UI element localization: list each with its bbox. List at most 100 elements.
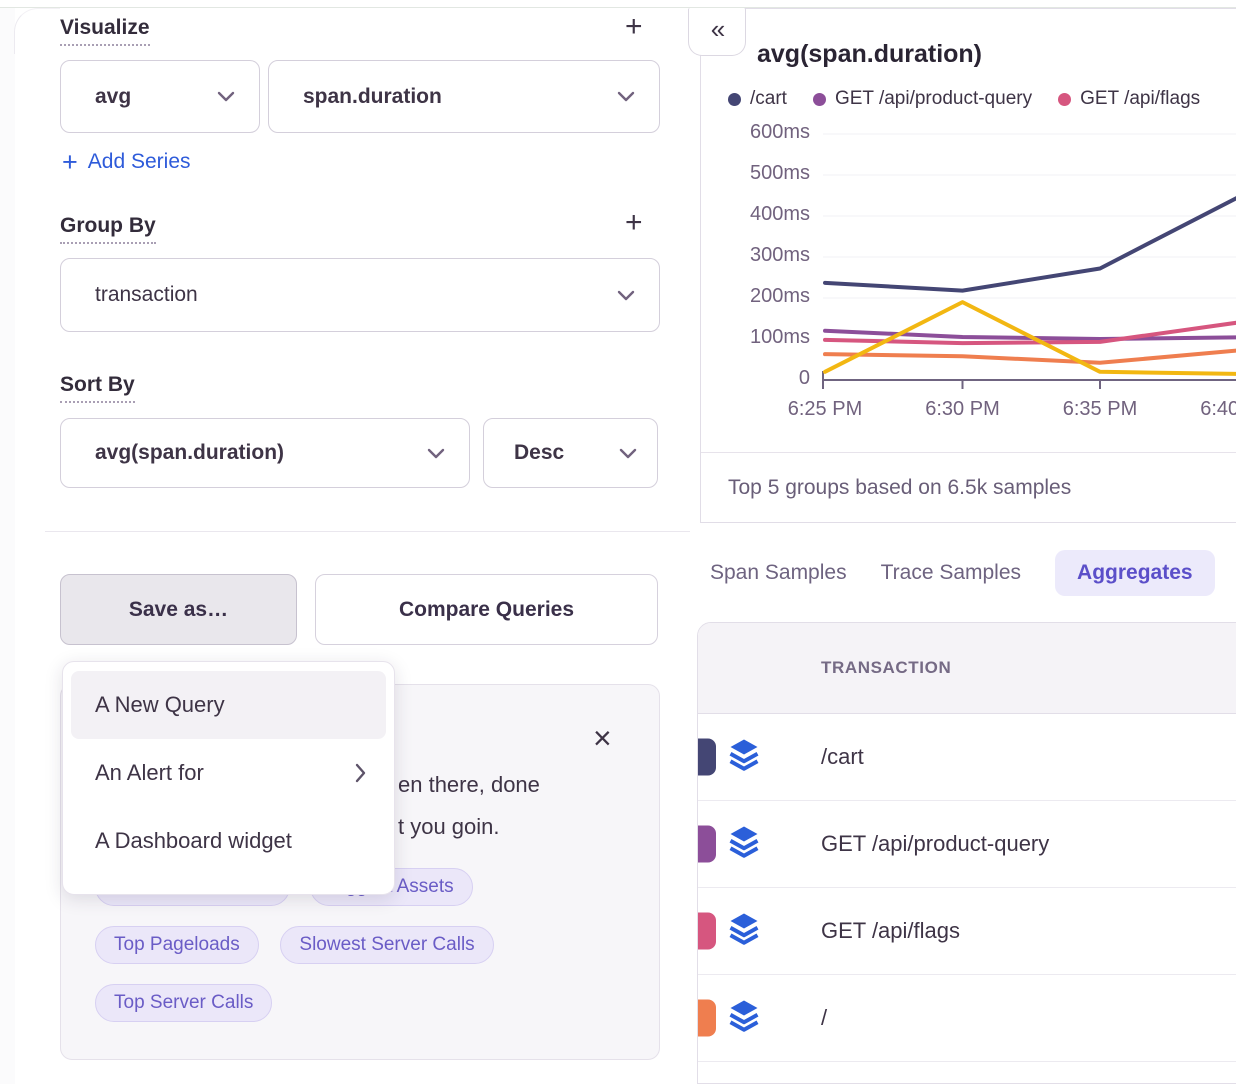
save-as-button[interactable]: Save as… — [60, 574, 297, 645]
y-axis-tick-label: 200ms — [749, 285, 810, 307]
tab-span-samples[interactable]: Span Samples — [710, 561, 847, 584]
chart-series-line — [823, 320, 1236, 346]
table-row[interactable]: GET /api/flags — [698, 888, 1236, 975]
chevrons-left-icon: « — [710, 14, 726, 44]
aggregates-table: TRANSACTION /cart GET /api/product-query G… — [697, 622, 1236, 1084]
plus-icon: + — [62, 147, 78, 177]
y-axis-tick-label: 300ms — [749, 244, 810, 266]
add-series-label: Add Series — [87, 150, 191, 173]
left-gutter — [0, 8, 15, 1084]
table-row[interactable]: / — [698, 975, 1236, 1062]
transaction-column-header: TRANSACTION — [821, 658, 952, 677]
transaction-cell: / — [821, 1005, 828, 1030]
transaction-cell: /cart — [821, 744, 864, 769]
sort-by-heading: Sort By — [60, 373, 135, 403]
section-divider — [45, 531, 690, 532]
table-body: /cart GET /api/product-query GET /api/flag… — [698, 714, 1236, 1083]
chevron-down-icon — [427, 448, 445, 459]
save-menu-item[interactable]: A Dashboard widget — [71, 807, 386, 875]
compare-queries-button[interactable]: Compare Queries — [315, 574, 658, 645]
layers-icon — [726, 912, 762, 951]
y-axis-tick-label: 500ms — [749, 162, 810, 184]
legend-item[interactable]: GET /api/flags — [1058, 88, 1200, 110]
suggested-query-chip[interactable]: Top Server Calls — [95, 984, 273, 1022]
tab-trace-samples[interactable]: Trace Samples — [880, 561, 1022, 584]
add-series-button[interactable]: + Add Series — [62, 147, 191, 177]
chart-series-line — [823, 328, 1236, 341]
legend-label: GET /api/product-query — [834, 88, 1033, 109]
legend-label: GET /api/flags — [1080, 88, 1201, 109]
chevron-down-icon — [617, 91, 635, 102]
suggested-query-chip[interactable]: Top Pageloads — [95, 926, 259, 964]
y-axis-tick-label: 0 — [798, 367, 810, 389]
results-tabs: Span Samples Trace Samples Aggregates — [710, 548, 1236, 598]
chart-footer-divider — [701, 452, 1236, 453]
x-axis-tick-label: 6:30 PM — [925, 398, 1000, 420]
x-axis-tick-label: 6:35 PM — [1062, 398, 1138, 420]
chart-sample-note: Top 5 groups based on 6.5k samples — [728, 476, 1072, 499]
table-row[interactable]: GET /api/product-query — [698, 801, 1236, 888]
chip-label: Slowest Server Calls — [299, 934, 475, 955]
close-icon[interactable]: × — [593, 720, 612, 756]
layers-icon — [726, 825, 762, 864]
transaction-cell: GET /api/flags — [821, 918, 960, 943]
suggested-query-chip[interactable]: Slowest Server Calls — [280, 926, 494, 964]
table-header-row: TRANSACTION — [698, 623, 1236, 714]
chart-series-line — [823, 196, 1236, 293]
sort-field-select[interactable]: avg(span.duration) — [60, 418, 470, 488]
layers-icon — [726, 738, 762, 777]
chevron-down-icon — [619, 448, 637, 459]
x-axis-tick-label: 6:40 PM — [1200, 398, 1236, 420]
chevron-right-icon — [355, 763, 366, 783]
page-top-border — [0, 7, 1236, 8]
suggested-panel-text: t you goin. — [398, 814, 500, 839]
sort-direction-select[interactable]: Desc — [483, 418, 658, 488]
add-group-by-icon[interactable]: + — [625, 206, 643, 239]
aggregate-select[interactable]: avg — [60, 60, 260, 133]
chart-legend: /cart GET /api/product-query GET /api/flag… — [728, 88, 1236, 110]
group-by-heading: Group By — [60, 214, 156, 244]
y-axis-tick-label: 400ms — [749, 203, 810, 225]
x-axis-tick-label: 6:25 PM — [787, 398, 863, 420]
chevron-down-icon — [617, 290, 635, 301]
series-color-swatch — [698, 912, 716, 950]
chart-series-line — [823, 300, 1236, 376]
chart-card — [700, 8, 1236, 523]
series-color-swatch — [698, 738, 716, 776]
collapse-panel-button[interactable]: « — [688, 8, 746, 56]
panel-rounded-corner — [14, 8, 60, 54]
field-select[interactable]: span.duration — [268, 60, 660, 133]
legend-item[interactable]: GET /api/product-query — [812, 88, 1033, 110]
legend-dot — [728, 92, 741, 106]
series-color-swatch — [698, 999, 716, 1037]
chip-label: Top Pageloads — [114, 934, 240, 955]
sort-field-select-value: avg(span.duration) — [95, 441, 285, 464]
group-by-select[interactable]: transaction — [60, 258, 660, 332]
save-menu-item-label: A New Query — [95, 692, 225, 717]
save-menu-item[interactable]: An Alert for — [71, 739, 386, 807]
legend-dot — [1058, 92, 1072, 106]
save-menu-item-label: A Dashboard widget — [95, 828, 292, 853]
line-chart[interactable] — [690, 100, 1236, 460]
group-by-select-value: transaction — [95, 283, 198, 306]
legend-dot — [812, 92, 826, 106]
add-visualize-icon[interactable]: + — [625, 10, 643, 43]
visualize-heading: Visualize — [60, 16, 150, 46]
table-row-partial — [698, 1062, 1236, 1083]
y-axis-tick-label: 600ms — [749, 121, 810, 143]
chevron-down-icon — [217, 91, 235, 102]
chip-label: Top Server Calls — [114, 992, 254, 1013]
chart-title: avg(span.duration) — [757, 40, 983, 68]
aggregate-select-value: avg — [95, 84, 132, 108]
tab-aggregates[interactable]: Aggregates — [1055, 550, 1215, 596]
series-color-swatch — [698, 825, 716, 863]
legend-item[interactable]: /cart — [728, 88, 787, 110]
suggested-panel-text: en there, done — [398, 772, 540, 797]
y-axis-tick-label: 100ms — [749, 326, 810, 348]
save-as-menu: A New Query An Alert for A Dashboard widge… — [62, 661, 395, 895]
transaction-cell: GET /api/product-query — [821, 831, 1050, 856]
save-menu-item[interactable]: A New Query — [71, 671, 386, 739]
table-row[interactable]: /cart — [698, 714, 1236, 801]
layers-icon — [726, 999, 762, 1038]
field-select-value: span.duration — [303, 84, 442, 108]
